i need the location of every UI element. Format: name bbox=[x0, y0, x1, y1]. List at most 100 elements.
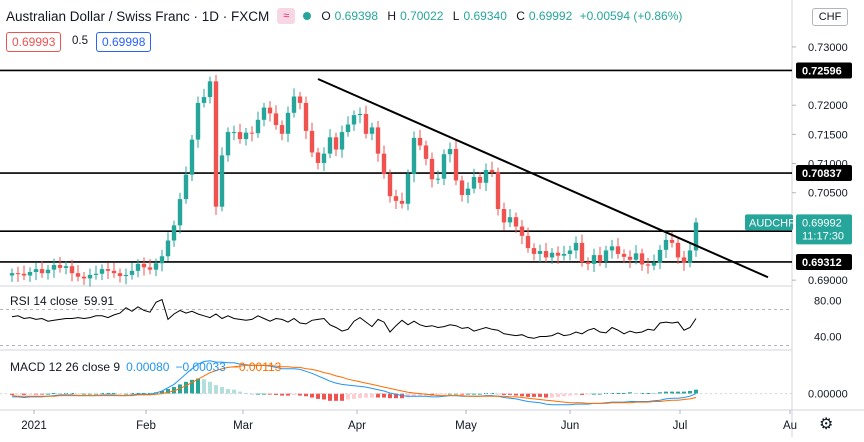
macd-histogram-bar bbox=[658, 392, 662, 394]
candle-body bbox=[183, 174, 189, 200]
buy-price-button[interactable]: 0.69998 bbox=[96, 32, 152, 52]
macd-histogram-bar bbox=[202, 379, 206, 394]
macd-histogram-bar bbox=[322, 393, 326, 400]
candle-body bbox=[243, 132, 249, 140]
candle-body bbox=[447, 148, 453, 155]
candle-body bbox=[69, 266, 75, 274]
high-label: H bbox=[387, 9, 397, 23]
signal-line bbox=[11, 364, 697, 404]
time-tick-label: Jul bbox=[673, 420, 688, 432]
macd-histogram-bar bbox=[292, 393, 296, 395]
macd-histogram-bar bbox=[22, 393, 26, 395]
candle-body bbox=[237, 132, 243, 140]
macd-histogram-bar bbox=[358, 393, 362, 399]
candle-body bbox=[171, 225, 177, 241]
candle-body bbox=[639, 253, 645, 265]
macd-histogram-bar bbox=[142, 392, 146, 394]
macd-histogram-bar bbox=[286, 393, 290, 396]
candle-body bbox=[369, 127, 375, 134]
candle-body bbox=[249, 132, 255, 134]
sell-price-button[interactable]: 0.69993 bbox=[6, 32, 62, 52]
rsi-tick-label: 80.00 bbox=[814, 296, 842, 308]
macd-legend[interactable]: MACD 12 26 close 9 0.00080 −0.00033 −0.0011… bbox=[10, 360, 281, 374]
candle-body bbox=[495, 172, 501, 210]
candle-body bbox=[279, 125, 285, 134]
trendline[interactable] bbox=[317, 78, 769, 279]
candle-body bbox=[315, 152, 321, 163]
candle-body bbox=[483, 169, 489, 183]
macd-histogram-bar bbox=[436, 393, 440, 395]
candle-body bbox=[63, 266, 69, 268]
candle-body bbox=[621, 253, 627, 257]
macd-histogram-bar bbox=[568, 393, 572, 396]
currency-button[interactable]: CHF bbox=[812, 8, 848, 26]
high-value: 0.70022 bbox=[400, 9, 444, 23]
candle-body bbox=[93, 273, 99, 275]
gear-icon[interactable]: ⚙ bbox=[819, 416, 834, 433]
candle-body bbox=[291, 96, 297, 113]
macd-histogram-bar bbox=[526, 393, 530, 397]
macd-histogram-bar bbox=[388, 393, 392, 399]
candle-body bbox=[489, 169, 495, 173]
price-tick-label: 0.71500 bbox=[808, 129, 848, 141]
macd-histogram-bar bbox=[184, 381, 188, 394]
candle-body bbox=[513, 217, 519, 227]
macd-histogram-bar bbox=[316, 393, 320, 399]
macd-histogram-bar bbox=[160, 390, 164, 394]
level-price-label: 0.70837 bbox=[802, 168, 842, 180]
candle-body bbox=[351, 115, 357, 125]
candle-body bbox=[147, 267, 153, 270]
macd-histogram-bar bbox=[550, 393, 554, 398]
macd-histogram-bar bbox=[652, 392, 656, 394]
macd-histogram-bar bbox=[178, 384, 182, 394]
candle-body bbox=[441, 154, 447, 179]
macd-value: 0.00080 bbox=[126, 360, 170, 374]
rsi-value: 59.91 bbox=[84, 294, 115, 308]
candle-body bbox=[363, 113, 369, 134]
macd-hist-value: −0.00113 bbox=[231, 360, 282, 374]
candle-body bbox=[117, 273, 123, 277]
candle-body bbox=[111, 270, 117, 274]
candle-body bbox=[231, 132, 237, 134]
candle-body bbox=[573, 242, 579, 251]
candle-body bbox=[399, 200, 405, 204]
chart-header: Australian Dollar / Swiss Franc · 1D · F… bbox=[6, 6, 682, 26]
candle-body bbox=[333, 137, 339, 150]
time-tick-label: 2021 bbox=[21, 420, 47, 432]
level-price-label: 0.69312 bbox=[802, 257, 842, 269]
macd-histogram-bar bbox=[166, 389, 170, 394]
candle-body bbox=[9, 273, 15, 276]
candle-body bbox=[567, 250, 573, 254]
macd-histogram-bar bbox=[592, 393, 596, 395]
macd-histogram-bar bbox=[226, 389, 230, 394]
candle-body bbox=[375, 127, 381, 154]
macd-histogram-bar bbox=[310, 393, 314, 398]
candle-body bbox=[267, 107, 273, 114]
candle-body bbox=[537, 251, 543, 254]
symbol-tag-bg bbox=[745, 214, 793, 231]
symbol-title[interactable]: Australian Dollar / Swiss Franc · 1D · F… bbox=[6, 8, 270, 24]
macd-histogram-bar bbox=[106, 392, 110, 394]
price-tick-label: 0.73000 bbox=[808, 42, 848, 54]
time-tick-label: Mar bbox=[233, 420, 253, 432]
level-price-label-bg bbox=[796, 165, 852, 182]
macd-histogram-bar bbox=[76, 393, 80, 395]
candle-body bbox=[51, 265, 57, 270]
candle-body bbox=[585, 262, 591, 264]
candle-body bbox=[471, 176, 477, 189]
candle-body bbox=[549, 252, 555, 258]
rsi-legend[interactable]: RSI 14 close 59.91 bbox=[10, 294, 114, 308]
macd-histogram-bar bbox=[538, 393, 542, 397]
macd-histogram-bar bbox=[346, 393, 350, 400]
candle-body bbox=[189, 139, 195, 175]
candle-body bbox=[39, 269, 45, 274]
macd-histogram-bar bbox=[256, 393, 260, 395]
candle-body bbox=[15, 273, 21, 275]
candle-body bbox=[129, 270, 135, 275]
candle-body bbox=[87, 274, 93, 279]
macd-histogram-bar bbox=[196, 378, 200, 394]
candle-body bbox=[81, 276, 87, 279]
macd-histogram-bar bbox=[172, 387, 176, 394]
